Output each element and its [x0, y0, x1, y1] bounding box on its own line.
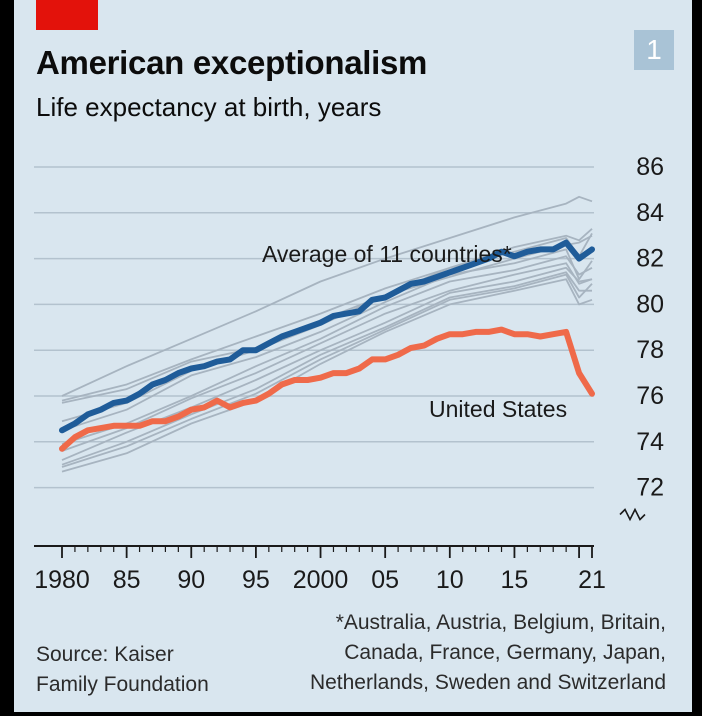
footnote: *Australia, Austria, Belgium, Britain, C…: [246, 608, 666, 698]
country-line: [61, 266, 593, 461]
country-line: [61, 278, 593, 473]
x-tick-label: 90: [177, 566, 205, 594]
y-tick-label: 82: [636, 245, 664, 273]
source-note: Source: Kaiser Family Foundation: [36, 640, 209, 700]
x-tick-label: 15: [501, 566, 529, 594]
footnote-line: Netherlands, Sweden and Switzerland: [309, 671, 666, 694]
country-line: [61, 228, 593, 402]
x-tick-label: 21: [578, 566, 606, 594]
x-tick-label: 95: [242, 566, 270, 594]
y-tick-label: 72: [636, 474, 664, 502]
y-tick-label: 78: [636, 336, 664, 364]
chart-number-badge: 1: [634, 30, 674, 70]
y-tick-label: 76: [636, 382, 664, 410]
axis-break-icon: [619, 507, 646, 522]
y-tick-label: 86: [636, 153, 664, 181]
footnote-line: *Australia, Austria, Belgium, Britain,: [335, 611, 666, 634]
source-line: Source: Kaiser: [36, 643, 174, 666]
y-tick-label: 80: [636, 290, 664, 318]
country-line: [61, 248, 593, 432]
chart-title: American exceptionalism: [36, 44, 428, 81]
country-line: [61, 255, 593, 445]
united-states-series-label: United States: [429, 396, 567, 422]
x-tick-label: 05: [371, 566, 399, 594]
footnote-line: Canada, France, Germany, Japan,: [344, 641, 666, 664]
x-tick-label: 1980: [34, 566, 90, 594]
country-line: [61, 262, 593, 452]
x-axis-tick-labels: 1980 85 90 95 2000 05 10 15 21: [34, 566, 606, 594]
series-lines: [59, 239, 595, 452]
brand-tag: [36, 0, 98, 30]
x-axis: [34, 545, 594, 558]
y-axis-tick-labels: 72 74 76 78 80 82 84 86: [619, 153, 664, 522]
y-tick-label: 74: [636, 428, 664, 456]
chart-subtitle: Life expectancy at birth, years: [36, 92, 382, 122]
chart-card: American exceptionalism Life expectancy …: [14, 0, 692, 712]
country-line: [61, 195, 593, 397]
x-tick-label: 2000: [293, 566, 349, 594]
average-series-label: Average of 11 countries*: [262, 241, 512, 267]
y-tick-label: 84: [636, 199, 664, 227]
country-line: [61, 271, 592, 466]
country-line: [61, 273, 593, 468]
united-states-line: [59, 326, 595, 452]
annotations: Average of 11 countries* United States: [262, 241, 567, 422]
average-line: [59, 239, 595, 434]
x-tick-label: 85: [113, 566, 141, 594]
source-line: Family Foundation: [36, 673, 209, 696]
x-tick-label: 10: [436, 566, 464, 594]
